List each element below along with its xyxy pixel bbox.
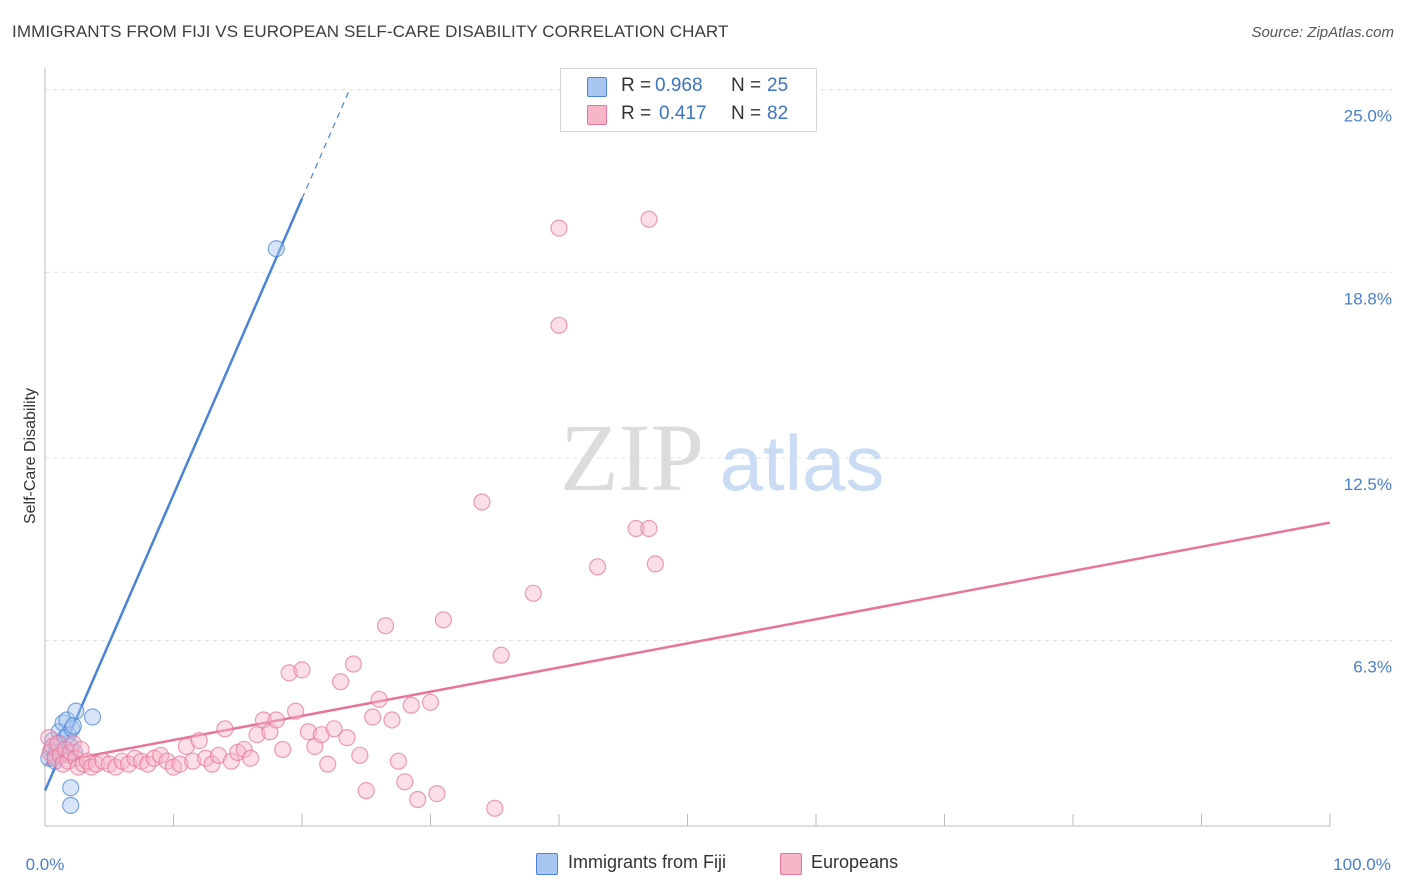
point-europeans bbox=[473, 493, 491, 511]
point-fiji bbox=[62, 779, 80, 797]
point-fiji bbox=[67, 702, 85, 720]
point-europeans bbox=[344, 655, 362, 673]
point-europeans bbox=[550, 219, 568, 237]
point-europeans bbox=[325, 720, 343, 738]
point-fiji bbox=[83, 708, 102, 726]
legend-n-value: 25 bbox=[767, 75, 789, 96]
point-europeans bbox=[364, 708, 382, 726]
point-europeans bbox=[119, 755, 138, 773]
point-europeans bbox=[640, 519, 658, 538]
point-europeans bbox=[40, 729, 58, 747]
point-europeans bbox=[293, 661, 311, 679]
point-europeans bbox=[139, 755, 157, 773]
data-points bbox=[40, 210, 664, 817]
point-europeans bbox=[190, 731, 208, 750]
point-europeans bbox=[286, 702, 305, 720]
point-europeans bbox=[396, 773, 414, 791]
legend-n-label: N = bbox=[731, 75, 762, 96]
point-europeans bbox=[248, 726, 266, 744]
bottom-legend-swatch-europeans bbox=[780, 853, 802, 875]
point-europeans bbox=[524, 584, 542, 602]
point-europeans bbox=[242, 749, 260, 767]
legend-r-value: 0.417 bbox=[659, 103, 707, 124]
bottom-legend-label-fiji: Immigrants from Fiji bbox=[568, 852, 727, 872]
point-europeans bbox=[235, 740, 253, 759]
point-europeans bbox=[197, 749, 215, 767]
point-europeans bbox=[588, 558, 607, 576]
point-europeans bbox=[370, 690, 388, 708]
tick-labels: 6.3% 12.5% 18.8% 25.0% 0.0% 100.0% bbox=[26, 107, 1392, 874]
chart-title: IMMIGRANTS FROM FIJI VS EUROPEAN SELF-CA… bbox=[12, 22, 729, 41]
legend-r-label: R = bbox=[621, 75, 652, 96]
watermark-atlas: atlas bbox=[720, 419, 885, 507]
point-europeans bbox=[428, 785, 446, 803]
watermark: ZIP atlas bbox=[560, 404, 884, 511]
point-europeans bbox=[171, 755, 189, 773]
point-europeans bbox=[389, 752, 407, 770]
bottom-legend-swatch-fiji bbox=[536, 853, 558, 875]
legend-row-europeans: R = 0.417 N = 82 bbox=[561, 101, 816, 129]
trendline-europeans bbox=[44, 521, 1331, 766]
legend-swatch-europeans bbox=[587, 105, 607, 125]
legend-r-value: 0.968 bbox=[655, 75, 703, 96]
point-fiji bbox=[267, 240, 285, 258]
point-europeans bbox=[107, 758, 125, 776]
grid-lines bbox=[45, 89, 1392, 641]
point-europeans bbox=[434, 611, 452, 629]
point-europeans bbox=[338, 729, 356, 747]
point-fiji bbox=[58, 711, 76, 729]
point-europeans bbox=[627, 519, 645, 538]
point-europeans bbox=[357, 782, 375, 800]
point-europeans bbox=[158, 752, 176, 770]
legend-n-label: N = bbox=[731, 103, 762, 124]
legend-n-value: 82 bbox=[767, 103, 789, 124]
axes bbox=[44, 68, 1331, 827]
x-tick-label: 100.0% bbox=[1333, 855, 1391, 874]
y-tick-label: 12.5% bbox=[1344, 475, 1392, 494]
point-europeans bbox=[222, 752, 240, 770]
point-europeans bbox=[152, 746, 170, 764]
point-fiji bbox=[64, 717, 82, 735]
bottom-legend-label-europeans: Europeans bbox=[811, 852, 899, 872]
point-europeans bbox=[299, 723, 318, 741]
trendline-fiji-extension bbox=[301, 89, 351, 199]
x-tick-label: 0.0% bbox=[26, 855, 65, 874]
point-europeans bbox=[376, 617, 395, 635]
point-europeans bbox=[351, 746, 369, 764]
point-europeans bbox=[383, 711, 401, 729]
point-europeans bbox=[216, 720, 234, 738]
point-europeans bbox=[331, 673, 350, 691]
y-tick-label: 18.8% bbox=[1344, 289, 1392, 308]
point-europeans bbox=[421, 693, 440, 711]
point-fiji bbox=[62, 796, 80, 814]
legend-row-fiji: R = 0.968 N = 25 bbox=[561, 73, 816, 101]
point-europeans bbox=[184, 752, 202, 770]
legend-r-label: R = bbox=[621, 103, 652, 124]
point-europeans bbox=[492, 646, 510, 664]
y-axis-label: Self-Care Disability bbox=[22, 388, 39, 524]
trend-lines bbox=[43, 89, 1331, 792]
point-europeans bbox=[486, 799, 504, 817]
point-europeans bbox=[280, 664, 298, 682]
point-europeans bbox=[69, 758, 88, 776]
y-tick-label: 6.3% bbox=[1353, 657, 1392, 676]
point-europeans bbox=[640, 210, 658, 228]
point-europeans bbox=[274, 740, 292, 759]
source-credit: Source: ZipAtlas.com bbox=[1251, 24, 1394, 41]
legend-swatch-fiji bbox=[587, 77, 607, 97]
watermark-zip: ZIP bbox=[560, 404, 704, 511]
point-europeans bbox=[646, 555, 664, 573]
point-europeans bbox=[402, 696, 420, 714]
legend: R = 0.968 N = 25 R = 0.417 N = 82 bbox=[560, 68, 817, 132]
point-europeans bbox=[550, 316, 568, 334]
y-tick-label: 25.0% bbox=[1344, 107, 1392, 126]
point-europeans bbox=[203, 755, 221, 773]
point-europeans bbox=[319, 755, 337, 773]
point-europeans bbox=[267, 711, 285, 729]
point-europeans bbox=[409, 790, 427, 809]
trendline-fiji bbox=[43, 198, 304, 792]
